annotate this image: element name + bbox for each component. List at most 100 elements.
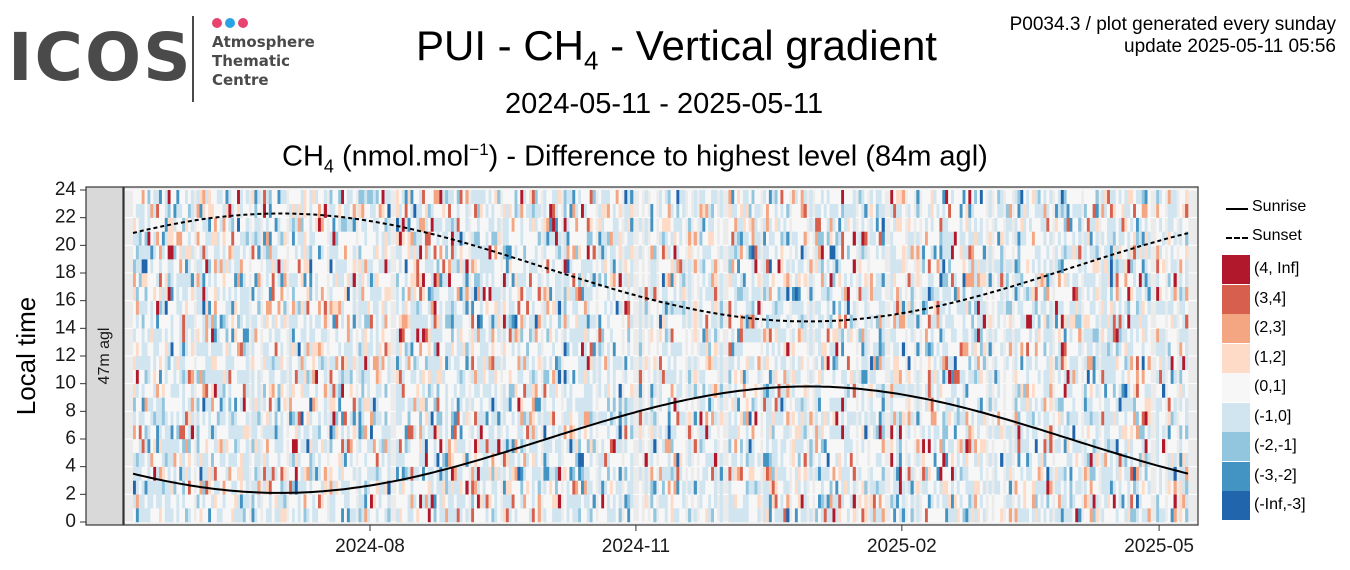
heatmap-cell <box>216 356 221 371</box>
heatmap-cell <box>659 342 663 357</box>
heatmap-cell <box>265 480 270 495</box>
heatmap-cell <box>367 259 371 274</box>
heatmap-cell <box>176 508 180 523</box>
heatmap-cell <box>476 356 481 371</box>
heatmap-cell <box>150 300 154 315</box>
heatmap-cell <box>179 439 183 454</box>
heatmap-cell <box>786 259 790 274</box>
heatmap-cell <box>494 231 498 246</box>
heatmap-cell <box>624 273 628 288</box>
heatmap-cell <box>742 494 747 509</box>
heatmap-cell <box>245 494 249 509</box>
heatmap-cell <box>219 259 223 274</box>
heatmap-cell <box>150 397 154 412</box>
heatmap-cell <box>332 480 336 495</box>
heatmap-cell <box>673 231 677 246</box>
heatmap-cell <box>604 231 608 246</box>
heatmap-cell <box>803 439 807 454</box>
heatmap-cell <box>453 411 458 426</box>
heatmap-cell <box>653 273 657 288</box>
heatmap-cell <box>208 369 212 384</box>
heatmap-cell <box>268 190 273 205</box>
heatmap-cell <box>653 425 657 440</box>
heatmap-cell <box>280 203 284 218</box>
heatmap-cell <box>583 342 588 357</box>
heatmap-cell <box>474 203 478 218</box>
heatmap-cell <box>135 452 140 467</box>
heatmap-cell <box>427 383 432 398</box>
heatmap-cell <box>179 342 183 357</box>
heatmap-cell <box>528 273 533 288</box>
heatmap-cell <box>572 480 576 495</box>
heatmap-cell <box>768 190 773 205</box>
heatmap-cell <box>433 231 437 246</box>
heatmap-cell <box>315 286 319 301</box>
heatmap-cell <box>505 397 510 412</box>
heatmap-cell <box>170 203 174 218</box>
heatmap-cell <box>523 480 527 495</box>
heatmap-cell <box>271 356 275 371</box>
heatmap-cell <box>294 328 299 343</box>
heatmap-cell <box>341 286 345 301</box>
heatmap-cell <box>159 259 163 274</box>
heatmap-cell <box>748 439 752 454</box>
heatmap-cell <box>687 245 692 260</box>
heatmap-cell <box>323 217 327 232</box>
heatmap-cell <box>196 425 200 440</box>
heatmap-cell <box>205 383 209 398</box>
heatmap-cell <box>396 480 400 495</box>
heatmap-cell <box>462 190 466 205</box>
heatmap-cell <box>239 273 244 288</box>
heatmap-cell <box>164 356 168 371</box>
heatmap-cell <box>410 342 414 357</box>
heatmap-cell <box>303 342 307 357</box>
heatmap-cell <box>664 190 669 205</box>
heatmap-cell <box>482 439 486 454</box>
heatmap-cell <box>164 425 168 440</box>
heatmap-cell <box>517 314 521 329</box>
heatmap-cell <box>315 480 319 495</box>
heatmap-cell <box>508 245 512 260</box>
heatmap-cell <box>439 217 443 232</box>
heatmap-cell <box>156 286 160 301</box>
heatmap-cell <box>448 452 452 467</box>
heatmap-cell <box>387 203 391 218</box>
heatmap-cell <box>514 300 518 315</box>
heatmap-cell <box>618 273 622 288</box>
heatmap-cell <box>664 328 669 343</box>
heatmap-cell <box>309 217 313 232</box>
heatmap-cell <box>187 245 192 260</box>
heatmap-cell <box>445 397 449 412</box>
heatmap-cell <box>338 439 342 454</box>
heatmap-cell <box>575 411 579 426</box>
subtitle-text-post: ) - Difference to highest level (84m agl… <box>488 140 988 173</box>
heatmap-cell <box>410 508 414 523</box>
heatmap-cell <box>323 452 327 467</box>
heatmap-cell <box>173 245 177 260</box>
heatmap-cell <box>754 369 758 384</box>
heatmap-cell <box>161 273 166 288</box>
heatmap-cell <box>320 494 325 509</box>
heatmap-cell <box>520 231 524 246</box>
heatmap-cell <box>164 203 168 218</box>
heatmap-cell <box>245 259 249 274</box>
heatmap-cell <box>245 273 249 288</box>
heatmap-cell <box>300 190 304 205</box>
heatmap-cell <box>361 231 365 246</box>
heatmap-cell <box>734 259 738 274</box>
heatmap-cell <box>208 203 212 218</box>
heatmap-cell <box>349 466 353 481</box>
heatmap-cell <box>289 286 293 301</box>
heatmap-cell <box>167 231 171 246</box>
heatmap-cell <box>141 217 145 232</box>
heatmap-cell <box>612 452 616 467</box>
heatmap-cell <box>748 203 752 218</box>
heatmap-cell <box>572 383 576 398</box>
heatmap-cell <box>774 425 778 440</box>
heatmap-cell <box>624 259 628 274</box>
heatmap-cell <box>424 300 429 315</box>
heatmap-cell <box>367 342 371 357</box>
heatmap-cell <box>803 286 807 301</box>
heatmap-cell <box>555 314 559 329</box>
heatmap-cell <box>361 190 365 205</box>
